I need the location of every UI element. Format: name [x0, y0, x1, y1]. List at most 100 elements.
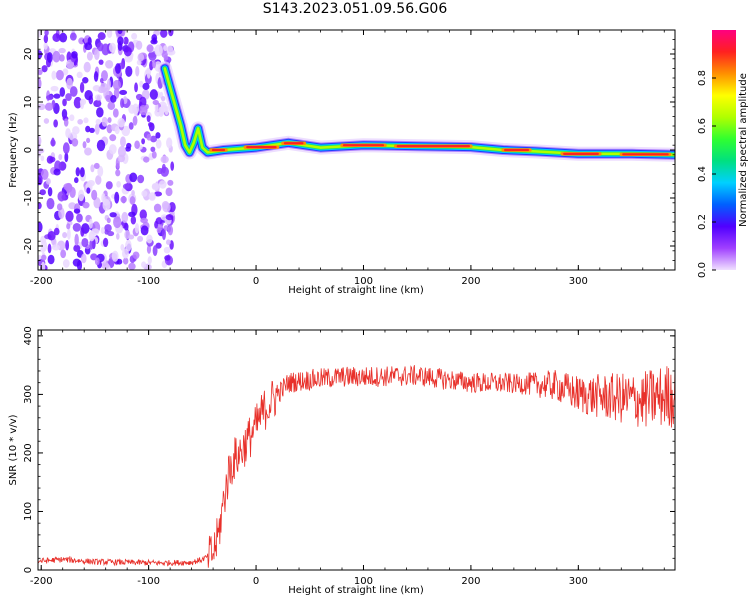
noise-blob — [45, 178, 51, 185]
noise-blob — [160, 96, 166, 102]
noise-blob — [47, 254, 55, 265]
noise-blob — [50, 85, 59, 92]
noise-blob — [161, 163, 166, 174]
noise-blob — [83, 117, 89, 124]
noise-blob — [82, 141, 87, 149]
noise-blob — [139, 80, 144, 88]
noise-blob — [58, 153, 63, 161]
noise-blob — [53, 168, 61, 176]
noise-blob — [63, 183, 72, 191]
noise-blob — [57, 191, 66, 202]
noise-blob — [107, 117, 112, 123]
noise-blob — [132, 251, 140, 260]
noise-blob — [96, 107, 104, 118]
noise-blob — [143, 156, 150, 163]
noise-blob — [90, 164, 95, 173]
noise-blob — [39, 189, 46, 196]
noise-blob — [167, 179, 174, 186]
noise-blob — [73, 244, 81, 252]
noise-blob — [137, 235, 144, 242]
snr-plot-area — [38, 330, 675, 570]
noise-blob — [120, 98, 125, 109]
noise-blob — [109, 212, 117, 218]
noise-blob — [46, 94, 54, 101]
noise-blob — [59, 54, 65, 62]
noise-blob — [142, 82, 150, 91]
noise-blob — [131, 190, 135, 196]
noise-blob — [86, 187, 91, 194]
noise-blob — [76, 213, 83, 223]
noise-blob — [73, 208, 81, 214]
noise-blob — [87, 179, 95, 187]
noise-blob — [164, 255, 171, 261]
noise-blob — [40, 247, 46, 253]
noise-blob — [151, 182, 160, 191]
noise-blob — [151, 59, 157, 69]
spectrogram-y-label: Frequency (Hz) — [8, 112, 19, 188]
noise-blob — [44, 30, 49, 36]
noise-blob — [154, 220, 159, 229]
noise-blob — [69, 32, 77, 41]
noise-blob — [71, 138, 79, 147]
spectrogram-x-axis: -200 -100 0 100 200 300 — [30, 30, 665, 287]
noise-blob — [125, 239, 132, 252]
noise-blob — [147, 256, 152, 265]
noise-blob — [102, 199, 111, 211]
noise-blob — [146, 234, 153, 244]
noise-blob — [53, 119, 58, 128]
colorbar-tick-label: 0.0 — [697, 262, 708, 278]
snr-y-axis: 0 100 200 300 400 — [23, 326, 675, 573]
noise-blob — [158, 180, 167, 189]
noise-blob — [40, 261, 46, 270]
noise-blob — [38, 221, 43, 233]
noise-blob — [51, 70, 57, 80]
noise-blob — [148, 192, 156, 200]
noise-blob — [88, 231, 95, 242]
noise-blob — [108, 144, 117, 155]
noise-blob — [94, 123, 100, 135]
snr-y-tick-label: 400 — [23, 326, 34, 345]
noise-blob — [71, 51, 78, 59]
noise-blob — [66, 223, 71, 230]
colorbar-tick-label: 0.6 — [697, 118, 708, 134]
snr-x-tick-label: -200 — [30, 576, 53, 587]
noise-blob — [80, 227, 85, 237]
noise-blob — [128, 104, 136, 114]
noise-blob — [76, 71, 83, 79]
colorbar-tick-label: 0.2 — [697, 214, 708, 230]
noise-blob — [134, 223, 140, 234]
noise-blob — [75, 167, 81, 177]
noise-blob — [163, 225, 169, 231]
noise-blob — [149, 89, 158, 100]
noise-blob — [166, 137, 173, 149]
noise-blob — [49, 156, 56, 163]
noise-blob — [51, 244, 60, 251]
noise-blob — [62, 142, 70, 154]
noise-blob — [158, 106, 165, 116]
noise-blob — [128, 122, 134, 130]
noise-blob — [69, 86, 78, 97]
snr-y-label: SNR (10 * v/v) — [8, 414, 19, 485]
noise-blob — [93, 85, 99, 92]
noise-blob — [122, 183, 130, 190]
noise-blob — [60, 249, 67, 259]
noise-blob — [97, 165, 104, 177]
noise-blob — [153, 203, 162, 213]
noise-blob — [47, 243, 52, 254]
noise-blob — [40, 155, 45, 162]
noise-blob — [162, 202, 171, 213]
noise-blob — [141, 261, 147, 269]
noise-blob — [148, 50, 157, 61]
noise-blob — [146, 68, 151, 79]
noise-blob — [165, 187, 173, 197]
noise-blob — [140, 217, 149, 224]
noise-blob — [43, 118, 50, 124]
noise-blob — [109, 134, 117, 142]
noise-blob — [115, 63, 121, 74]
noise-blob — [134, 82, 138, 93]
noise-blob — [104, 224, 112, 233]
noise-blob — [155, 132, 161, 139]
noise-blob — [38, 49, 43, 60]
noise-blob — [137, 174, 145, 184]
